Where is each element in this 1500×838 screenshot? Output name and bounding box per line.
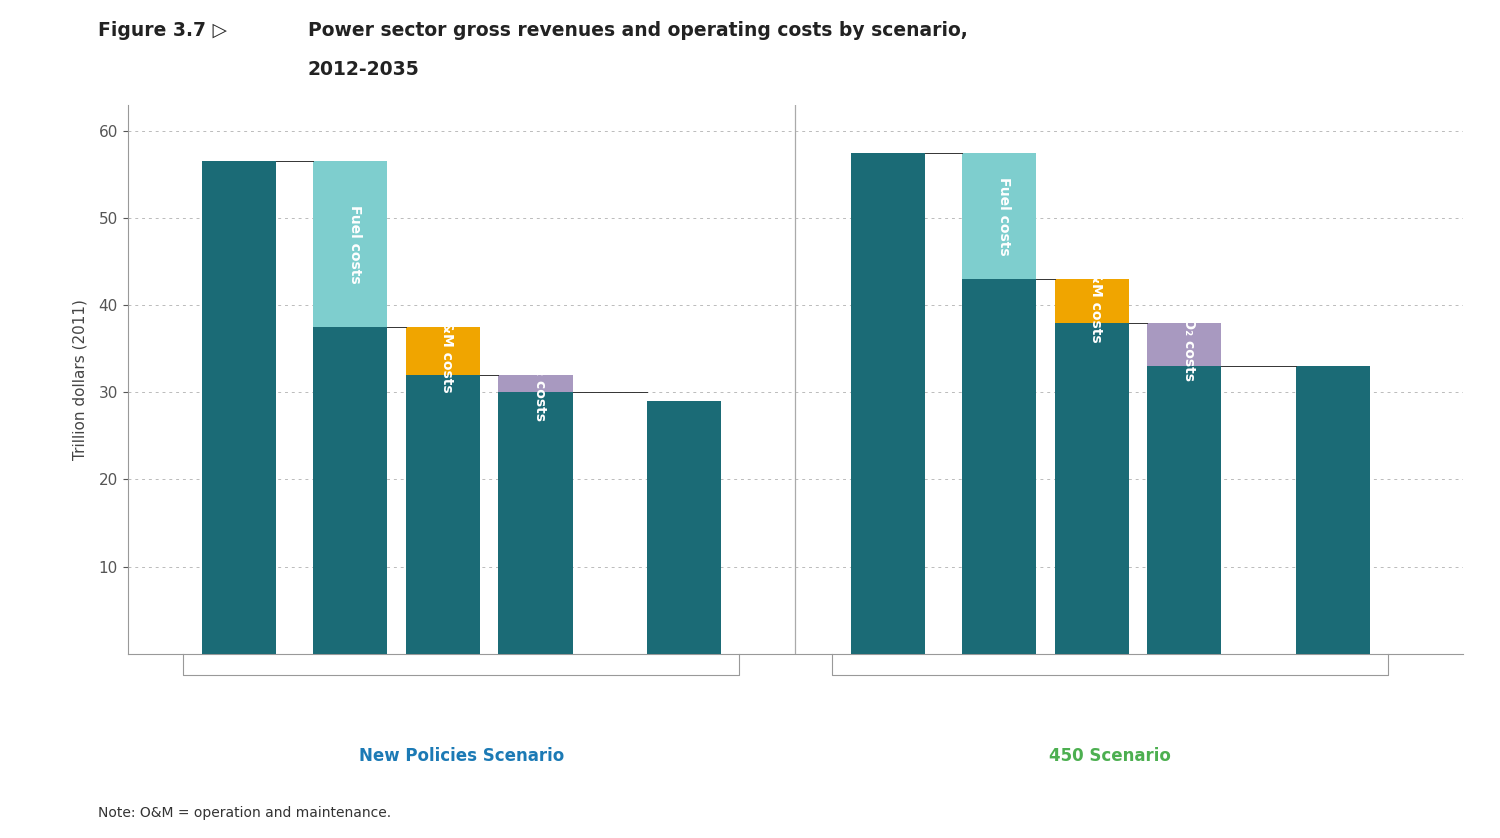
Bar <box>1148 323 1221 366</box>
Bar <box>314 162 387 327</box>
Bar <box>405 327 480 375</box>
Text: Power sector gross revenues and operating costs by scenario,: Power sector gross revenues and operatin… <box>308 21 968 40</box>
Bar <box>1148 366 1221 654</box>
Y-axis label: Trillion dollars (2011): Trillion dollars (2011) <box>72 299 87 459</box>
Text: Note: O&M = operation and maintenance.: Note: O&M = operation and maintenance. <box>98 805 390 820</box>
Bar <box>314 327 387 654</box>
Bar <box>1296 366 1370 654</box>
Bar <box>498 375 573 392</box>
Text: O&M costs: O&M costs <box>441 309 454 393</box>
Bar <box>962 153 1036 279</box>
Bar <box>405 375 480 654</box>
Text: 2012-2035: 2012-2035 <box>308 60 419 80</box>
Text: CO₂ costs: CO₂ costs <box>1182 308 1196 381</box>
Text: Fuel costs: Fuel costs <box>348 204 361 283</box>
Text: Fuel costs: Fuel costs <box>996 177 1011 255</box>
Bar <box>1054 323 1128 654</box>
Text: O&M costs: O&M costs <box>1089 259 1104 343</box>
Text: New Policies Scenario: New Policies Scenario <box>358 747 564 765</box>
Text: Figure 3.7 ▷: Figure 3.7 ▷ <box>98 21 226 40</box>
Bar <box>1054 279 1128 323</box>
Bar <box>646 401 722 654</box>
Bar <box>498 392 573 654</box>
Bar <box>201 162 276 654</box>
Bar <box>962 279 1036 654</box>
Text: 450 Scenario: 450 Scenario <box>1050 747 1172 765</box>
Text: CO₂ costs: CO₂ costs <box>532 347 548 421</box>
Bar <box>850 153 926 654</box>
